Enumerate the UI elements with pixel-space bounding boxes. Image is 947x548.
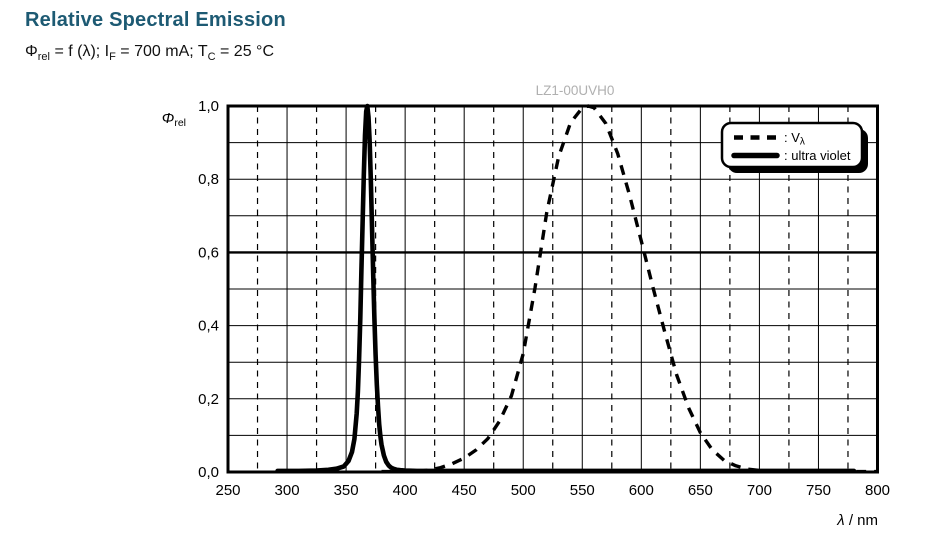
conditions-phi-sub: rel <box>37 51 50 64</box>
x-tick-label: 350 <box>334 482 359 499</box>
y-axis-symbol-sub: rel <box>174 117 186 129</box>
y-tick-label: 0,4 <box>198 318 219 335</box>
x-tick-label: 500 <box>511 482 536 499</box>
part-number-watermark: LZ1-00UVH0 <box>536 83 615 98</box>
x-tick-label: 300 <box>275 482 300 499</box>
x-axis-unit: / nm <box>845 512 878 529</box>
y-axis-symbol: Φ <box>162 110 175 127</box>
x-tick-label: 750 <box>806 482 831 499</box>
conditions-seg2: = 700 mA; T <box>115 43 208 60</box>
x-tick-label: 700 <box>747 482 772 499</box>
x-axis-label: λ / nm <box>836 512 878 529</box>
y-axis-label: Φrel <box>162 110 186 129</box>
uv-emission-curve <box>275 103 857 474</box>
curves <box>275 103 878 474</box>
x-tick-label: 600 <box>629 482 654 499</box>
conditions-if-sub: F <box>109 51 116 64</box>
x-axis-symbol: λ <box>836 512 844 529</box>
x-tick-label: 800 <box>865 482 890 499</box>
legend-item-v-lambda: : Vλ <box>784 130 805 148</box>
conditions-seg1: = f (λ); I <box>50 43 110 60</box>
y-tick-label: 0,6 <box>198 245 219 262</box>
legend-item-ultra-violet: : ultra violet <box>784 148 851 163</box>
legend-v-lambda-sub: λ <box>800 137 805 148</box>
x-tick-label: 650 <box>688 482 713 499</box>
tick-labels: 250 300 350 400 450 500 550 600 650 700 750 800 0,0 0… <box>198 98 890 499</box>
x-tick-label: 400 <box>393 482 418 499</box>
spectral-emission-chart: LZ1-00UVH0 250 300 350 400 450 500 550 600 650 70… <box>162 83 890 529</box>
conditions-tc-sub: C <box>207 51 216 64</box>
legend: : Vλ : ultra violet <box>720 121 868 174</box>
conditions-seg3: = 25 °C <box>215 43 274 60</box>
y-tick-label: 0,8 <box>198 171 219 188</box>
x-tick-label: 250 <box>215 482 240 499</box>
y-tick-label: 0,0 <box>198 464 219 481</box>
conditions-phi: Φ <box>25 43 38 60</box>
chart-conditions: Φrel = f (λ); IF = 700 mA; TC = 25 °C <box>25 43 947 63</box>
x-tick-label: 550 <box>570 482 595 499</box>
y-tick-label: 0,2 <box>198 391 219 408</box>
x-tick-label: 450 <box>452 482 477 499</box>
page-title: Relative Spectral Emission <box>25 9 286 31</box>
y-tick-label: 1,0 <box>198 98 219 115</box>
